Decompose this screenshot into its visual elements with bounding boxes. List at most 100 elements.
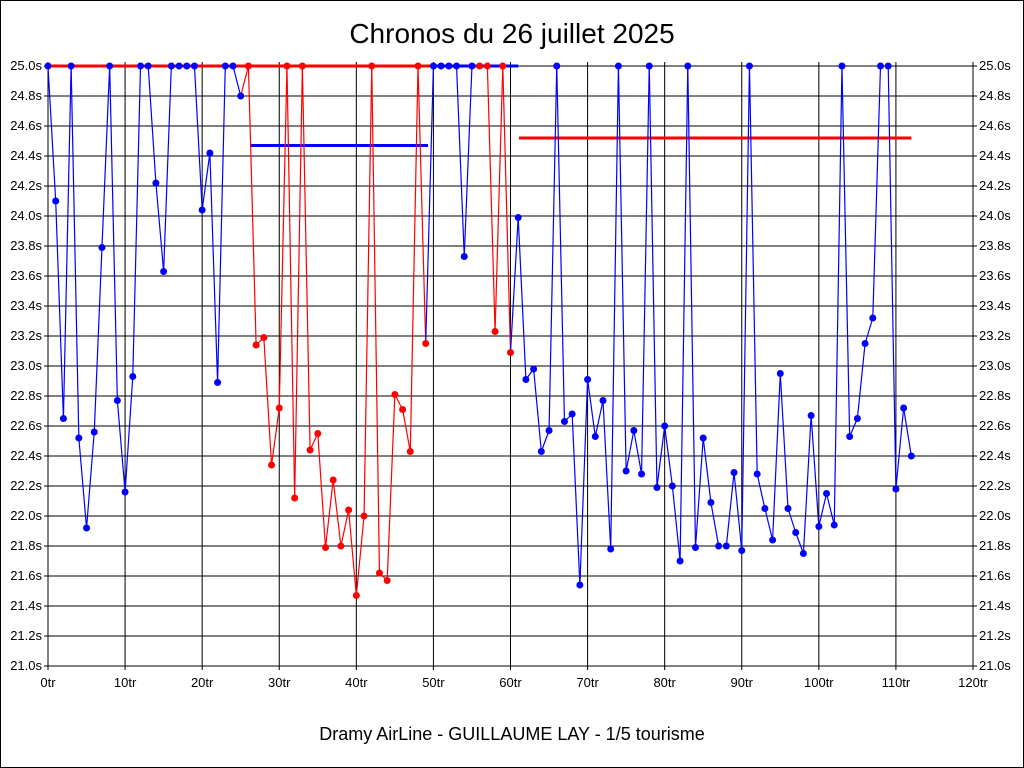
lap-segment	[679, 65, 689, 562]
lap-point	[892, 485, 900, 493]
x-axis-label: Dramy AirLine - GUILLAUME LAY - 1/5 tour…	[319, 724, 705, 744]
lap-segment	[240, 65, 249, 97]
lap-segment	[371, 65, 381, 574]
y-tick-label-right: 25.0s	[979, 58, 1011, 73]
lap-segment	[795, 532, 804, 554]
lap-point	[106, 62, 114, 70]
lap-segment	[124, 376, 134, 493]
lap-segment	[548, 65, 558, 431]
lap-segment	[602, 400, 612, 550]
lap-point	[507, 349, 514, 356]
y-tick-label-right: 21.4s	[979, 598, 1011, 613]
lap-segment	[116, 400, 126, 493]
lap-point	[861, 340, 869, 347]
lap-point	[568, 410, 576, 418]
lap-segment	[247, 65, 257, 346]
lap-point	[445, 62, 453, 70]
y-tick-label-left: 21.4s	[10, 598, 42, 613]
y-tick-label-right: 21.0s	[979, 658, 1011, 673]
lap-segment	[216, 65, 226, 383]
lap-segment	[802, 415, 812, 554]
lap-point	[244, 62, 252, 70]
lap-segment	[163, 65, 172, 272]
lap-point	[329, 476, 337, 484]
lap-point	[229, 62, 237, 70]
lap-segment	[232, 65, 242, 97]
lap-segment	[556, 65, 566, 422]
y-tick-label-left: 21.0s	[10, 658, 42, 673]
lap-point	[730, 469, 738, 476]
x-tick-label: 110tr	[882, 675, 911, 690]
lap-segment	[93, 247, 103, 433]
lap-point	[769, 536, 777, 544]
lap-point	[90, 428, 98, 436]
lap-point	[291, 494, 299, 502]
lap-segment	[825, 493, 835, 526]
lap-segment	[486, 65, 496, 332]
y-tick-label-right: 21.8s	[979, 538, 1011, 553]
y-tick-label-right: 22.4s	[979, 448, 1011, 463]
lap-segment	[702, 437, 712, 503]
lap-point	[298, 62, 306, 70]
x-tick-label: 120tr	[958, 675, 988, 690]
lap-point	[576, 581, 584, 589]
lap-point	[692, 544, 699, 551]
x-tick-label: 10tr	[114, 675, 137, 690]
lap-segment	[409, 65, 419, 452]
y-tick-label-left: 22.6s	[10, 418, 42, 433]
lap-point	[383, 577, 391, 584]
y-tick-label-right: 23.6s	[979, 268, 1011, 283]
lap-segment	[810, 415, 820, 527]
lap-point	[653, 484, 661, 491]
y-tick-label-left: 22.4s	[10, 448, 42, 463]
lap-segment	[317, 433, 327, 548]
lap-segment	[425, 65, 435, 344]
lap-segment	[733, 472, 743, 551]
lap-segment	[664, 425, 673, 487]
lap-segment	[193, 65, 203, 211]
lap-segment	[710, 502, 720, 547]
lap-point	[499, 62, 507, 70]
y-tick-label-left: 21.2s	[10, 628, 42, 643]
x-tick-label: 90tr	[731, 675, 754, 690]
lap-segment	[779, 373, 789, 509]
lap-point	[460, 253, 468, 260]
lap-segment	[263, 337, 273, 466]
lap-point	[175, 62, 183, 70]
y-tick-label-left: 23.6s	[10, 268, 42, 283]
lap-segment	[671, 485, 681, 562]
lap-segment	[725, 472, 735, 547]
lap-segment	[579, 379, 589, 586]
lap-point	[144, 62, 152, 70]
lap-segment	[278, 65, 288, 409]
x-tick-label: 0tr	[40, 675, 56, 690]
lap-segment	[401, 409, 411, 452]
lap-point	[900, 404, 908, 412]
lap-point	[406, 448, 414, 455]
lap-segment	[787, 508, 797, 533]
lap-segment	[463, 65, 473, 257]
lap-point	[129, 373, 137, 380]
lap-point	[375, 569, 383, 577]
lap-segment	[132, 65, 142, 377]
lap-point	[237, 92, 245, 100]
lap-segment	[540, 430, 550, 452]
lap-point	[491, 328, 499, 335]
lap-point	[453, 62, 461, 70]
lap-segment	[586, 379, 596, 437]
lap-segment	[610, 65, 620, 550]
lap-point	[699, 434, 707, 442]
lap-point	[283, 62, 291, 70]
lap-point	[476, 62, 484, 70]
lap-point	[545, 427, 553, 434]
lap-point	[183, 62, 191, 70]
lap-point	[722, 542, 730, 550]
x-tick-label: 50tr	[422, 675, 445, 690]
lap-point	[360, 512, 368, 520]
lap-point	[160, 268, 168, 275]
lap-point	[214, 379, 222, 386]
lap-segment	[887, 65, 897, 490]
y-tick-label-right: 21.2s	[979, 628, 1011, 643]
lap-point	[468, 62, 476, 70]
